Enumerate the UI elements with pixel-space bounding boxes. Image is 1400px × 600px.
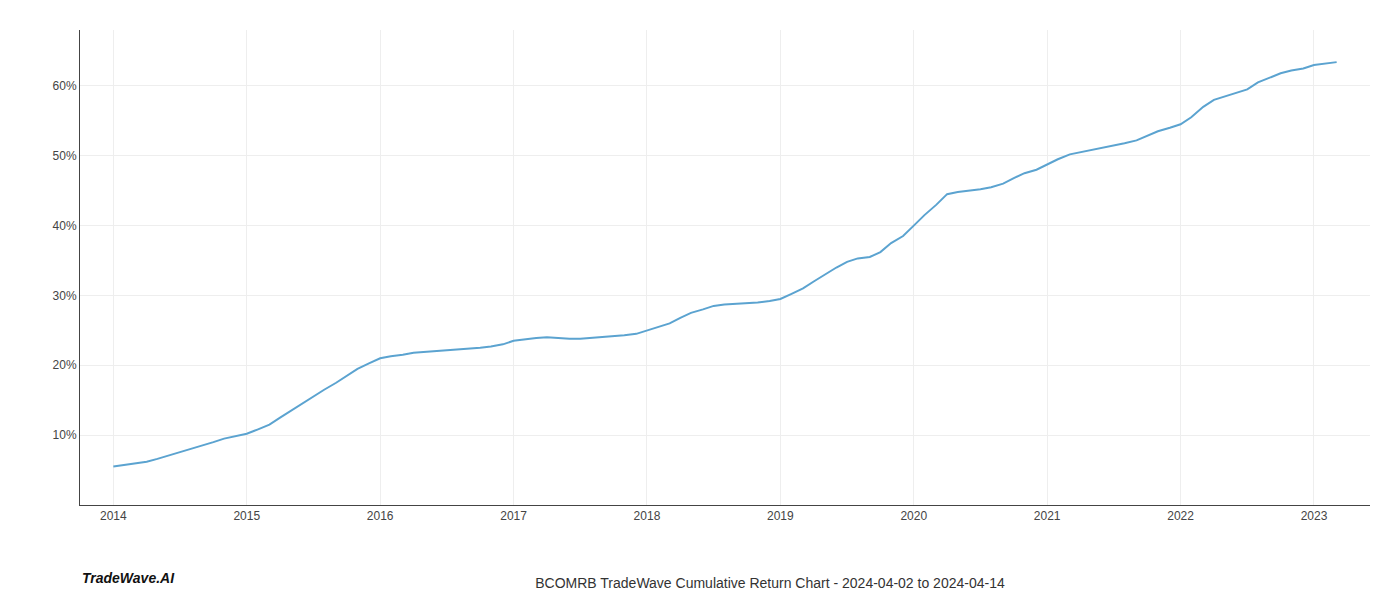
- svg-text:30%: 30%: [53, 289, 77, 303]
- svg-text:2014: 2014: [100, 509, 127, 523]
- svg-text:10%: 10%: [53, 428, 77, 442]
- svg-text:2020: 2020: [900, 509, 927, 523]
- svg-text:2017: 2017: [500, 509, 527, 523]
- svg-text:TradeWave.AI: TradeWave.AI: [82, 570, 175, 586]
- svg-text:2018: 2018: [634, 509, 661, 523]
- svg-text:2022: 2022: [1167, 509, 1194, 523]
- svg-text:BCOMRB TradeWave Cumulative Re: BCOMRB TradeWave Cumulative Return Chart…: [535, 575, 1005, 591]
- svg-text:20%: 20%: [53, 358, 77, 372]
- svg-text:50%: 50%: [53, 149, 77, 163]
- svg-text:2015: 2015: [233, 509, 260, 523]
- svg-text:2021: 2021: [1034, 509, 1061, 523]
- svg-text:2023: 2023: [1301, 509, 1328, 523]
- svg-text:40%: 40%: [53, 219, 77, 233]
- svg-text:60%: 60%: [53, 79, 77, 93]
- svg-text:2016: 2016: [367, 509, 394, 523]
- svg-text:2019: 2019: [767, 509, 794, 523]
